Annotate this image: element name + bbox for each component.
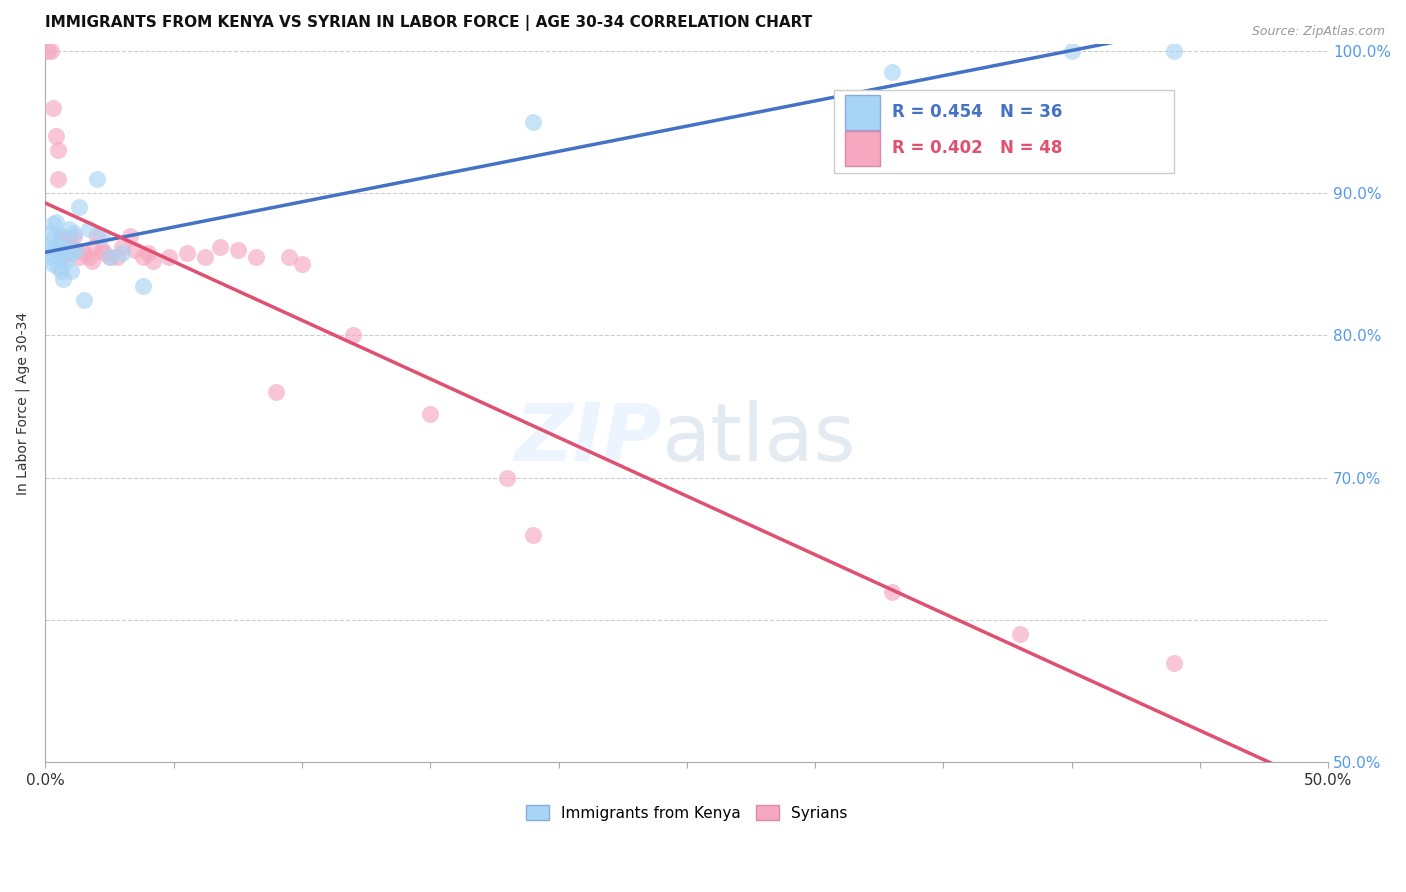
Point	[111, 240, 134, 254]
Point	[132, 250, 155, 264]
Point	[46, 144, 69, 158]
Point	[55, 254, 77, 268]
Point	[58, 221, 80, 235]
Point	[93, 246, 115, 260]
Point	[67, 250, 90, 264]
Point	[291, 257, 314, 271]
Point	[111, 246, 134, 260]
FancyBboxPatch shape	[834, 90, 1174, 173]
Y-axis label: In Labor Force | Age 30-34: In Labor Force | Age 30-34	[15, 311, 30, 494]
Point	[42, 232, 65, 246]
Point	[86, 172, 108, 186]
Point	[120, 228, 142, 243]
Point	[58, 232, 80, 246]
Point	[45, 214, 67, 228]
Point	[52, 243, 75, 257]
Point	[39, 44, 62, 58]
Point	[39, 226, 62, 240]
Point	[176, 246, 198, 260]
Point	[60, 246, 83, 260]
Point	[83, 240, 105, 254]
Point	[37, 240, 59, 254]
Point	[60, 246, 83, 260]
Point	[1060, 44, 1083, 58]
Text: IMMIGRANTS FROM KENYA VS SYRIAN IN LABOR FORCE | AGE 30-34 CORRELATION CHART: IMMIGRANTS FROM KENYA VS SYRIAN IN LABOR…	[45, 15, 813, 31]
Point	[105, 250, 128, 264]
Point	[73, 293, 96, 307]
Point	[39, 246, 62, 260]
Point	[65, 243, 87, 257]
Point	[208, 240, 231, 254]
Point	[67, 200, 90, 214]
Text: Source: ZipAtlas.com: Source: ZipAtlas.com	[1251, 25, 1385, 38]
Point	[522, 527, 544, 541]
Point	[52, 240, 75, 254]
Point	[880, 584, 903, 599]
Point	[52, 250, 75, 264]
Point	[55, 240, 77, 254]
Point	[62, 226, 84, 240]
Text: R = 0.454   N = 36: R = 0.454 N = 36	[891, 103, 1063, 121]
Point	[58, 246, 80, 260]
Point	[46, 260, 69, 274]
Point	[136, 246, 159, 260]
Point	[522, 115, 544, 129]
Point	[62, 228, 84, 243]
Point	[49, 232, 72, 246]
Point	[132, 278, 155, 293]
Point	[90, 228, 112, 243]
Bar	[845, 131, 880, 166]
Point	[342, 328, 364, 343]
Point	[37, 250, 59, 264]
Point	[37, 44, 59, 58]
Point	[46, 250, 69, 264]
Text: ZIP: ZIP	[513, 400, 661, 478]
Point	[157, 250, 180, 264]
Point	[98, 250, 121, 264]
Point	[42, 257, 65, 271]
Point	[65, 243, 87, 257]
Text: R = 0.402   N = 48: R = 0.402 N = 48	[891, 139, 1063, 157]
Point	[278, 250, 301, 264]
Point	[46, 240, 69, 254]
Point	[60, 264, 83, 278]
Point	[98, 250, 121, 264]
Point	[419, 407, 441, 421]
Point	[60, 240, 83, 254]
Point	[42, 218, 65, 232]
Point	[52, 271, 75, 285]
Point	[226, 243, 249, 257]
Point	[496, 471, 519, 485]
Point	[46, 172, 69, 186]
Point	[73, 246, 96, 260]
Point	[49, 228, 72, 243]
Legend: Immigrants from Kenya, Syrians: Immigrants from Kenya, Syrians	[520, 798, 853, 827]
Point	[266, 385, 288, 400]
Point	[880, 65, 903, 79]
Point	[90, 243, 112, 257]
Point	[1010, 627, 1032, 641]
Point	[49, 228, 72, 243]
Point	[1163, 656, 1185, 670]
Point	[77, 221, 100, 235]
Text: atlas: atlas	[661, 400, 855, 478]
Point	[86, 228, 108, 243]
Point	[42, 101, 65, 115]
Point	[124, 243, 146, 257]
Point	[80, 254, 103, 268]
Point	[245, 250, 267, 264]
Point	[193, 250, 215, 264]
Point	[142, 254, 165, 268]
Point	[1163, 44, 1185, 58]
Point	[55, 246, 77, 260]
Point	[45, 129, 67, 144]
Point	[49, 264, 72, 278]
Point	[77, 250, 100, 264]
Point	[45, 240, 67, 254]
Bar	[845, 95, 880, 130]
